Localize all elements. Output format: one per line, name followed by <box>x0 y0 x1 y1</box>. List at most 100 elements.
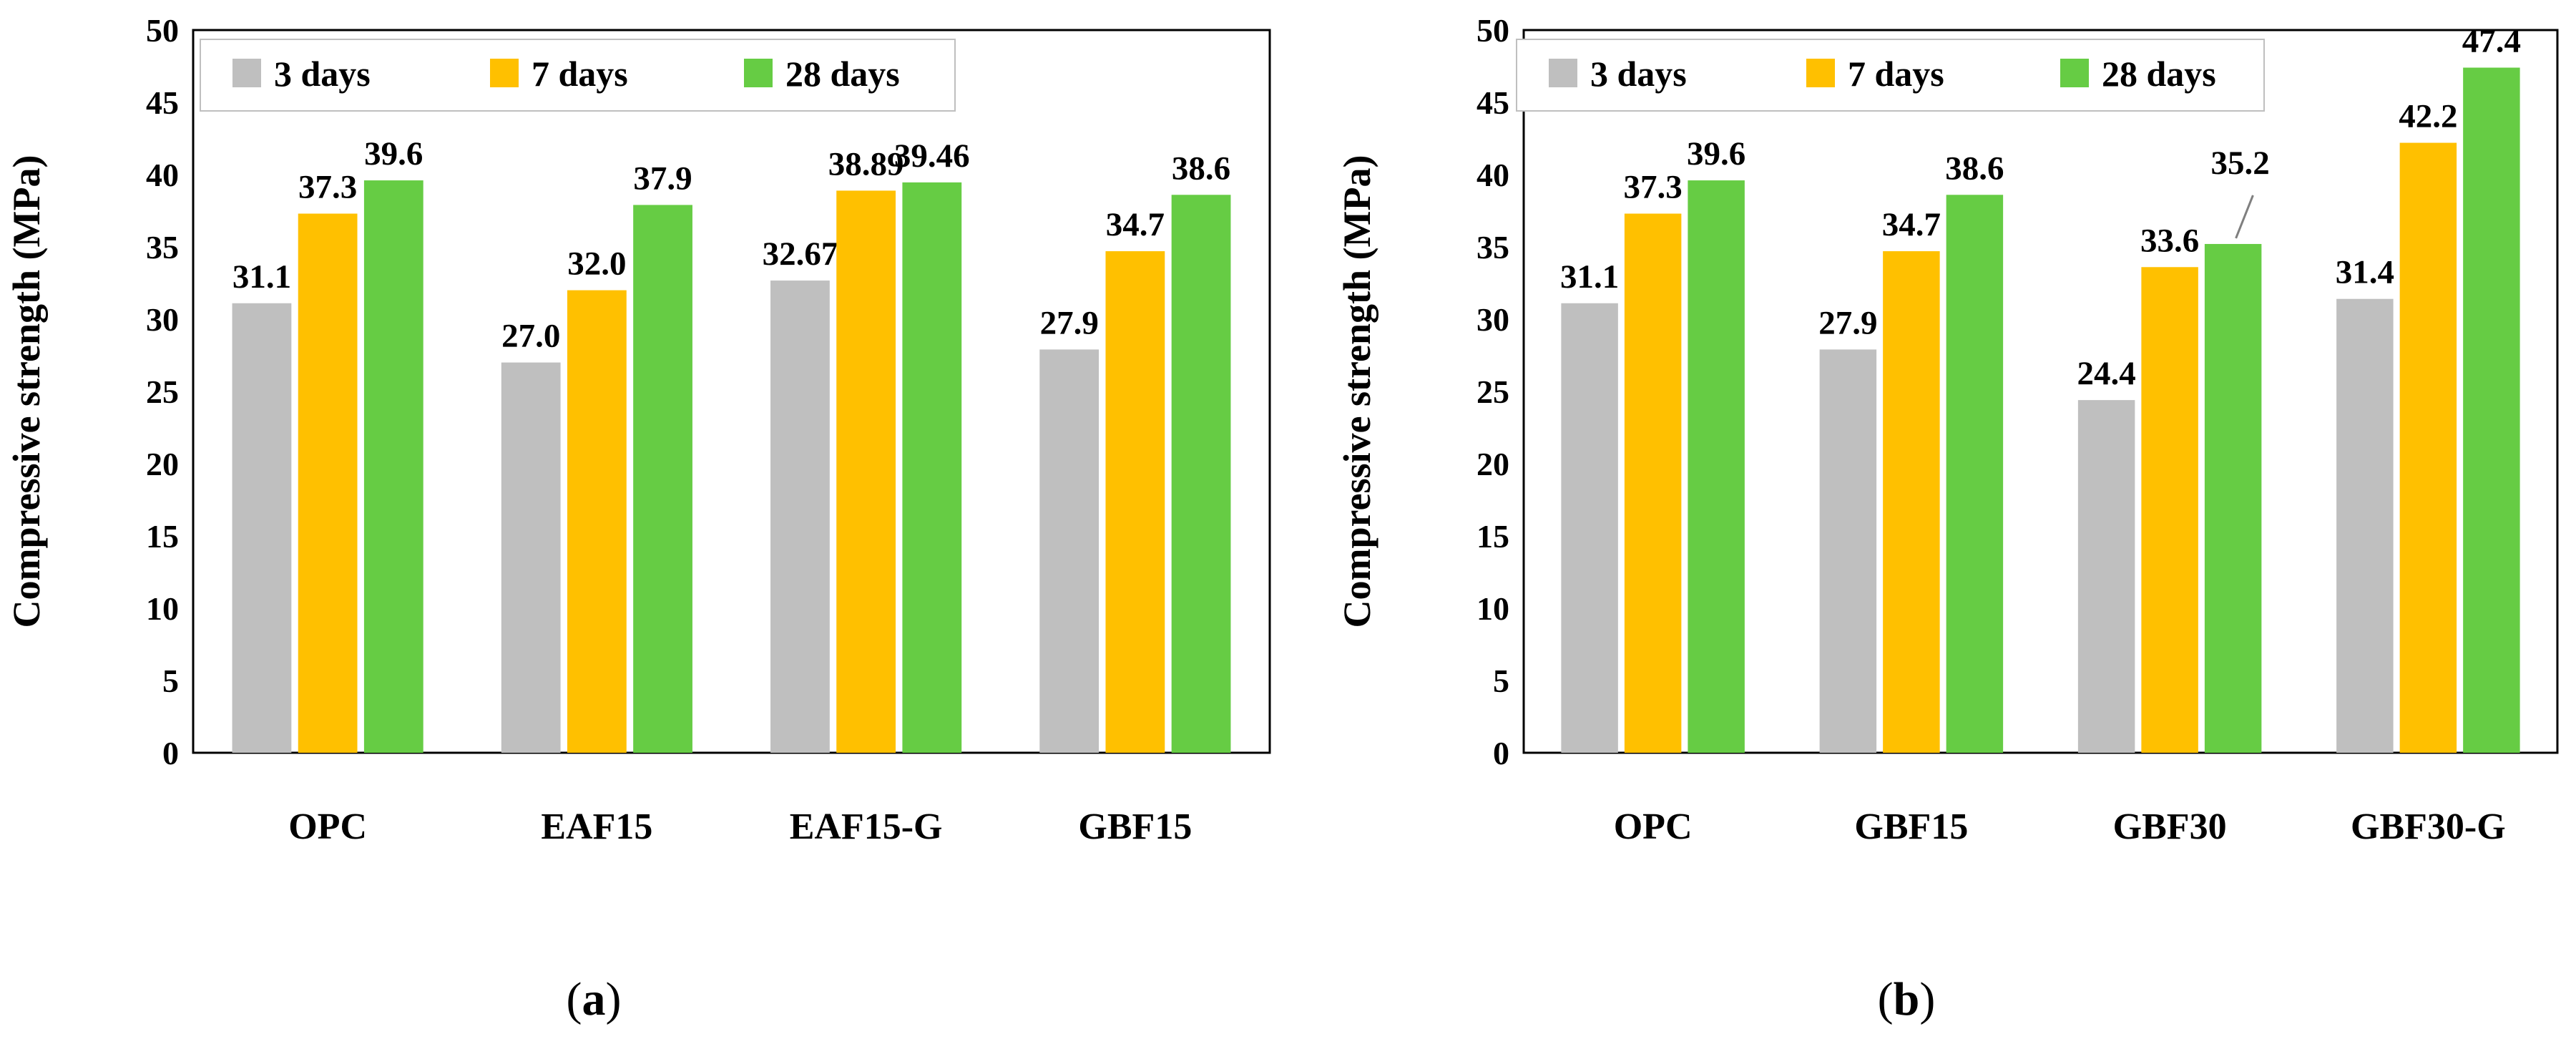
x-category-label: GBF30-G <box>2351 806 2506 847</box>
bar-3-days-EAF15 <box>501 362 561 753</box>
data-label: 38.89 <box>828 145 904 182</box>
legend-box <box>200 39 956 112</box>
bar-3-days-OPC <box>1561 303 1618 753</box>
legend-swatch <box>232 59 261 87</box>
caption-suffix: ) <box>1919 973 1935 1025</box>
x-category-label: OPC <box>1614 806 1693 847</box>
y-axis-title: Compressive strength (MPa) <box>1336 155 1378 628</box>
data-label: 24.4 <box>2077 355 2135 392</box>
bar-28-days-GBF15 <box>1946 195 2004 753</box>
legend-swatch <box>490 59 519 87</box>
data-label: 39.6 <box>1687 135 1745 172</box>
panel-caption: (a) <box>567 973 622 1025</box>
y-tick-label: 10 <box>146 590 179 627</box>
legend-swatch <box>1806 59 1835 87</box>
legend-label: 28 days <box>785 54 900 94</box>
legend: 3 days 7 days 28 days <box>200 39 956 112</box>
plot-frame <box>1522 29 2559 754</box>
data-label: 42.2 <box>2399 98 2457 135</box>
bar-7-days-OPC <box>1624 213 1682 753</box>
y-tick-label: 25 <box>1476 374 1509 410</box>
y-tick-label: 50 <box>1476 12 1509 49</box>
data-label: 27.9 <box>1818 304 1877 341</box>
y-tick-label: 0 <box>1493 735 1509 771</box>
bar-7-days-EAF15 <box>567 290 627 753</box>
data-label: 31.4 <box>2336 254 2394 291</box>
bar-7-days-EAF15-G <box>836 190 896 753</box>
bar-28-days-OPC <box>1688 180 1745 753</box>
y-tick-label: 5 <box>162 663 179 699</box>
y-tick-label: 15 <box>1476 518 1509 555</box>
bar-28-days-EAF15 <box>633 205 692 753</box>
data-label: 27.9 <box>1040 304 1099 341</box>
legend: 3 days 7 days 28 days <box>1516 39 2265 112</box>
data-label: 27.0 <box>501 318 560 355</box>
y-tick-label: 45 <box>1476 84 1509 121</box>
plot-frame <box>192 29 1271 754</box>
bar-28-days-GBF15 <box>1171 195 1231 753</box>
caption-letter: b <box>1894 973 1920 1025</box>
x-category-label: OPC <box>288 806 367 847</box>
legend-box <box>1516 39 2265 112</box>
legend-label: 3 days <box>274 54 371 94</box>
data-label: 32.0 <box>567 245 626 283</box>
legend-label: 7 days <box>1848 54 1944 94</box>
y-tick-label: 10 <box>1476 590 1509 627</box>
data-label: 31.1 <box>232 258 291 296</box>
panel-caption: (b) <box>1878 973 1936 1025</box>
y-tick-label: 0 <box>162 735 179 771</box>
data-label: 32.67 <box>763 235 838 273</box>
caption-suffix: ) <box>606 973 622 1025</box>
caption-prefix: ( <box>567 973 582 1025</box>
data-label: 34.7 <box>1106 206 1165 243</box>
y-tick-label: 20 <box>1476 446 1509 482</box>
y-tick-label: 45 <box>146 84 179 121</box>
legend-swatch <box>744 59 773 87</box>
data-label: 38.6 <box>1945 150 2004 187</box>
data-label: 31.1 <box>1560 258 1619 296</box>
x-category-label: EAF15 <box>541 806 652 847</box>
caption-prefix: ( <box>1878 973 1894 1025</box>
data-label: 33.6 <box>2140 222 2199 259</box>
y-tick-label: 50 <box>146 12 179 49</box>
bar-28-days-GBF30-G <box>2463 67 2520 753</box>
bar-28-days-EAF15-G <box>902 182 962 753</box>
data-label: 38.6 <box>1172 150 1230 187</box>
bar-28-days-GBF30 <box>2204 243 2262 753</box>
data-label: 37.3 <box>1624 169 1683 206</box>
bar-3-days-GBF30 <box>2077 400 2135 753</box>
x-category-label: GBF15 <box>1078 806 1192 847</box>
chart-panel-a: 0 5 10 15 20 25 30 35 40 45 50 Compressive strength… <box>5 12 1271 1025</box>
y-tick-label: 35 <box>146 229 179 265</box>
legend-label: 7 days <box>532 54 628 94</box>
bar-3-days-EAF15-G <box>770 280 830 753</box>
data-label: 39.46 <box>894 137 970 175</box>
legend-label: 28 days <box>2102 54 2216 94</box>
y-tick-label: 5 <box>1493 663 1509 699</box>
y-tick-label: 40 <box>146 157 179 193</box>
bar-7-days-GBF15 <box>1883 251 1940 753</box>
data-label-leader <box>2235 195 2254 239</box>
chart-panel-b: 0 5 10 15 20 25 30 35 40 45 50 Compressive strength… <box>1336 12 2559 1025</box>
y-tick-label: 20 <box>146 446 179 482</box>
y-tick-label: 30 <box>146 301 179 338</box>
legend-label: 3 days <box>1590 54 1687 94</box>
bar-7-days-GBF30 <box>2141 267 2198 753</box>
x-category-label: GBF15 <box>1854 806 1968 847</box>
data-label: 37.9 <box>633 160 692 197</box>
data-label: 37.3 <box>298 169 357 206</box>
x-category-label: EAF15-G <box>790 806 943 847</box>
legend-swatch <box>2060 59 2089 87</box>
bar-3-days-GBF15 <box>1819 349 1877 753</box>
x-category-label: GBF30 <box>2113 806 2227 847</box>
bar-28-days-OPC <box>363 180 423 753</box>
y-axis-title: Compressive strength (MPa) <box>5 155 48 628</box>
y-tick-label: 40 <box>1476 157 1509 193</box>
legend-swatch <box>1549 59 1577 87</box>
data-label: 34.7 <box>1882 206 1941 243</box>
bar-7-days-GBF15 <box>1105 251 1165 753</box>
data-label: 39.6 <box>364 135 423 172</box>
y-tick-label: 15 <box>146 518 179 555</box>
bar-3-days-GBF15 <box>1039 349 1100 753</box>
